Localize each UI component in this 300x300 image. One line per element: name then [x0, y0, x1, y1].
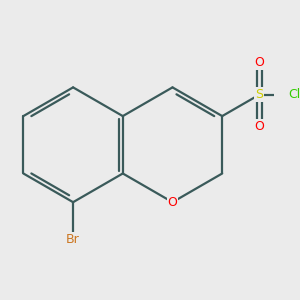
Text: Br: Br	[66, 233, 80, 246]
Text: Cl: Cl	[288, 88, 300, 101]
Text: O: O	[255, 56, 264, 70]
Text: O: O	[168, 196, 177, 209]
Text: S: S	[256, 88, 263, 101]
Text: O: O	[255, 120, 264, 133]
